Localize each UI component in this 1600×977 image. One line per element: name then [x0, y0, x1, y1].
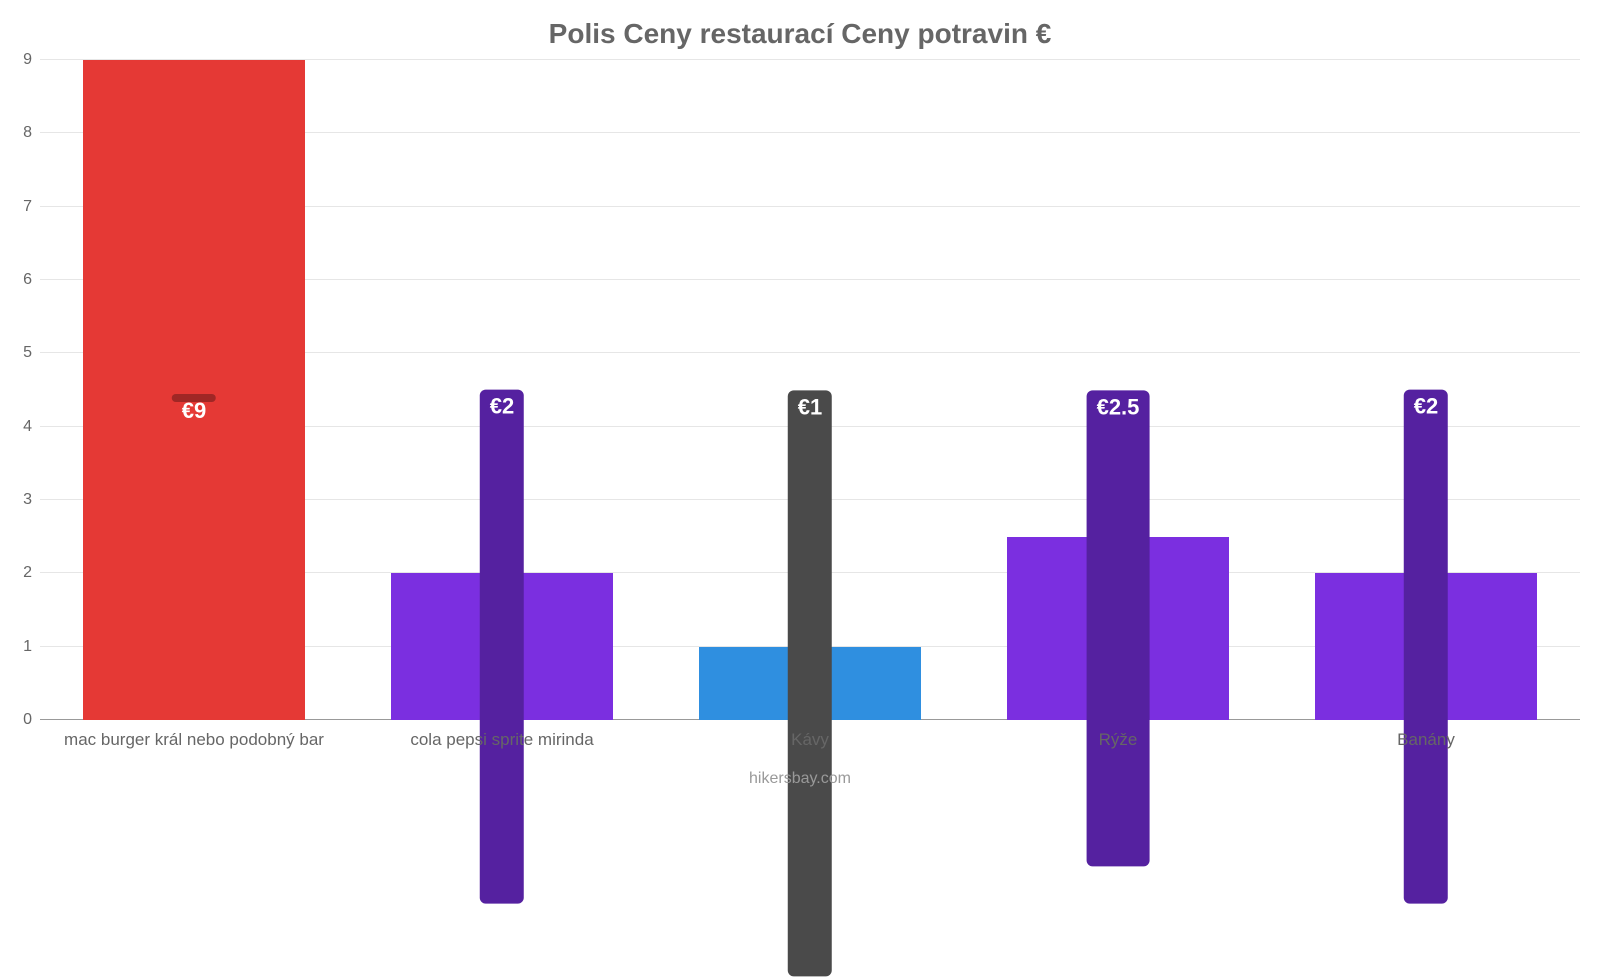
- xtick-label: cola pepsi sprite mirinda: [410, 730, 593, 750]
- bar-value-label: €9: [172, 394, 216, 402]
- bar-value-label: €2.5: [1087, 390, 1150, 867]
- ytick-label: 9: [2, 51, 32, 69]
- ytick-label: 6: [2, 271, 32, 289]
- xtick-label: Banány: [1397, 730, 1455, 750]
- ytick-label: 5: [2, 344, 32, 362]
- ytick-label: 8: [2, 124, 32, 142]
- plot-area: 0123456789€9mac burger král nebo podobný…: [40, 60, 1580, 720]
- bar-value-label: €2: [1404, 390, 1448, 903]
- chart-footer: hikersbay.com: [0, 770, 1600, 788]
- bar: [83, 60, 305, 720]
- ytick-label: 4: [2, 418, 32, 436]
- chart-title: Polis Ceny restaurací Ceny potravin €: [0, 18, 1600, 50]
- ytick-label: 3: [2, 491, 32, 509]
- bar-value-label: €2: [480, 390, 524, 903]
- xtick-label: Rýže: [1099, 730, 1138, 750]
- bar-value-label: €1: [788, 390, 832, 977]
- xtick-label: mac burger král nebo podobný bar: [64, 730, 324, 750]
- ytick-label: 0: [2, 711, 32, 729]
- ytick-label: 1: [2, 638, 32, 656]
- ytick-label: 2: [2, 564, 32, 582]
- ytick-label: 7: [2, 198, 32, 216]
- price-bar-chart: Polis Ceny restaurací Ceny potravin € 01…: [0, 0, 1600, 800]
- xtick-label: Kávy: [791, 730, 829, 750]
